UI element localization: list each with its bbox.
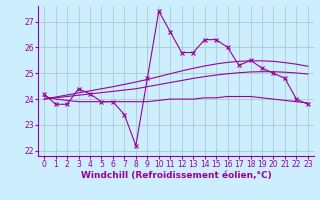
X-axis label: Windchill (Refroidissement éolien,°C): Windchill (Refroidissement éolien,°C) [81,171,271,180]
